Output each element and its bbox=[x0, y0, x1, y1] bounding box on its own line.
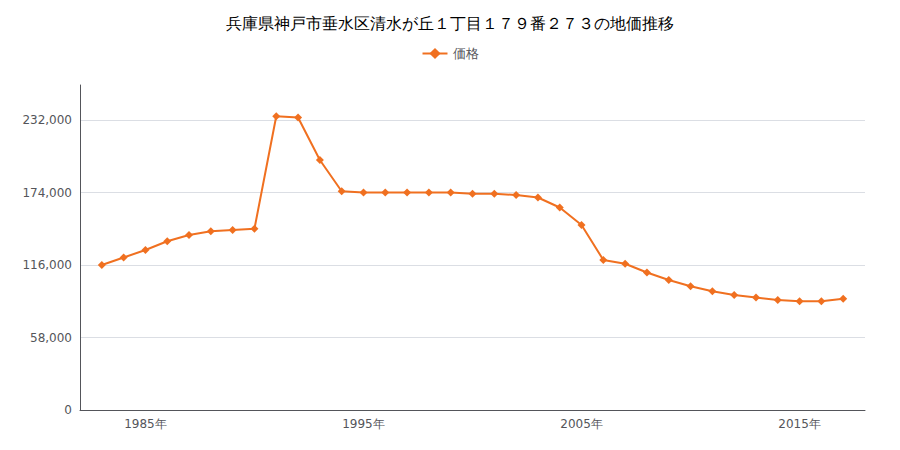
svg-text:58,000: 58,000 bbox=[30, 331, 72, 345]
svg-text:1995年: 1995年 bbox=[342, 417, 385, 431]
svg-text:2015年: 2015年 bbox=[778, 417, 821, 431]
svg-text:1985年: 1985年 bbox=[124, 417, 167, 431]
svg-text:0: 0 bbox=[64, 403, 72, 417]
svg-text:174,000: 174,000 bbox=[22, 186, 72, 200]
svg-text:2005年: 2005年 bbox=[560, 417, 603, 431]
svg-text:116,000: 116,000 bbox=[22, 258, 72, 272]
svg-text:兵庫県神戸市垂水区清水が丘１丁目１７９番２７３の地価推移: 兵庫県神戸市垂水区清水が丘１丁目１７９番２７３の地価推移 bbox=[226, 14, 674, 33]
svg-text:232,000: 232,000 bbox=[22, 113, 72, 127]
svg-text:価格: 価格 bbox=[453, 46, 479, 61]
